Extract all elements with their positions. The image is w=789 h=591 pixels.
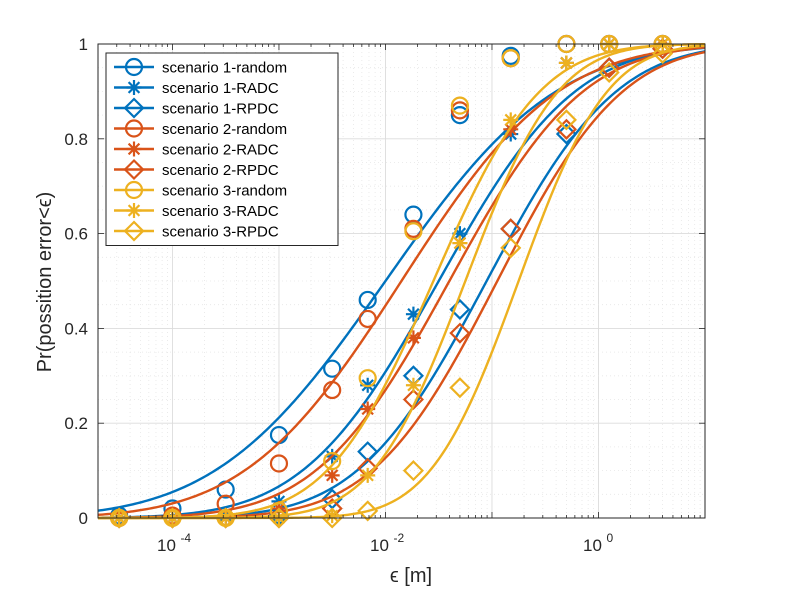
data-point-marker — [323, 380, 342, 400]
legend-label: scenario 2-RPDC — [162, 162, 279, 179]
data-point-marker — [405, 330, 421, 346]
legend-entry: scenario 1-RADC — [114, 80, 279, 97]
x-tick-label-exponent: -2 — [393, 531, 404, 545]
legend-label: scenario 3-RADC — [162, 203, 279, 220]
data-point-marker — [450, 101, 470, 120]
legend-label: scenario 1-random — [162, 60, 287, 77]
legend-entry: scenario 3-RPDC — [114, 220, 279, 242]
legend-marker — [126, 80, 142, 95]
data-point-marker — [500, 237, 522, 259]
data-point-marker — [449, 322, 471, 344]
data-point-marker — [449, 377, 471, 399]
legend-label: scenario 3-random — [162, 183, 287, 200]
data-point-marker — [405, 377, 421, 393]
x-axis-label: ϵ [m] — [390, 565, 432, 587]
data-point-marker — [358, 309, 377, 329]
data-point-marker — [450, 96, 470, 115]
data-point-marker — [323, 359, 342, 378]
legend-label: scenario 3-RPDC — [162, 224, 279, 241]
y-tick-label: 0.6 — [64, 225, 88, 244]
legend-entry: scenario 2-random — [114, 119, 287, 138]
data-point-marker — [358, 290, 377, 310]
legend-label: scenario 1-RADC — [162, 80, 279, 97]
legend-entry: scenario 3-RADC — [114, 203, 279, 220]
data-point-marker — [268, 507, 290, 529]
legend-marker — [123, 158, 145, 181]
legend-entry: scenario 2-RADC — [114, 141, 279, 159]
legend-entry: scenario 3-random — [114, 180, 287, 200]
legend-label: scenario 1-RPDC — [162, 101, 279, 118]
legend-marker — [126, 141, 142, 157]
data-point-marker — [357, 500, 379, 522]
axis-ticks — [97, 43, 706, 519]
data-point-marker — [449, 298, 471, 320]
legend-entry: scenario 1-random — [114, 57, 287, 77]
data-point-marker — [405, 306, 421, 322]
y-tick-label: 0 — [79, 509, 88, 528]
data-point-marker — [598, 57, 620, 79]
data-point-marker — [452, 235, 468, 251]
data-point-marker — [555, 109, 577, 131]
legend-marker — [124, 180, 144, 200]
x-tick-label-exponent: -4 — [180, 531, 191, 545]
legend-label: scenario 2-random — [162, 121, 287, 138]
data-point-marker — [501, 49, 520, 68]
data-point-marker — [402, 460, 424, 482]
plot-frame — [97, 43, 706, 519]
data-point-marker — [323, 452, 342, 471]
data-point-marker — [161, 507, 184, 529]
data-point-marker — [324, 467, 340, 483]
data-point-marker — [558, 55, 574, 71]
x-tick-label-exponent: 0 — [606, 531, 613, 545]
tick-labels: 0 0.2 0.4 0.6 0.8 1 10 -4 10 -2 10 0 — [64, 35, 613, 555]
data-point-marker — [598, 61, 620, 83]
data-point-marker — [360, 467, 376, 483]
y-tick-label: 1 — [79, 35, 88, 54]
x-tick-label: 10 — [370, 536, 389, 555]
y-axis-label: Pr(possition error<ϵ) — [34, 192, 56, 373]
data-point-marker — [358, 369, 377, 388]
legend-entry: scenario 1-RPDC — [114, 97, 279, 119]
data-point-marker — [215, 507, 237, 529]
legend-marker — [123, 97, 145, 119]
data-point-marker — [652, 42, 674, 65]
y-tick-label: 0.4 — [64, 319, 88, 338]
data-point-marker — [269, 454, 289, 473]
data-point-marker — [402, 388, 424, 411]
data-point-marker — [404, 222, 423, 241]
data-point-marker — [321, 507, 343, 529]
data-point-marker — [503, 112, 519, 128]
legend-entry: scenario 2-RPDC — [114, 158, 279, 181]
legend-label: scenario 2-RADC — [162, 142, 279, 159]
legend-marker — [124, 119, 144, 138]
data-point-marker — [452, 226, 468, 242]
data-point-marker — [360, 401, 376, 417]
x-tick-label: 10 — [583, 536, 602, 555]
y-tick-label: 0.8 — [64, 130, 88, 149]
data-point-marker — [450, 105, 470, 125]
legend: scenario 1-random scenario 1-RADC scenario… — [105, 52, 339, 246]
legend-marker — [124, 57, 144, 77]
legend-marker — [123, 220, 145, 242]
data-point-marker — [108, 507, 130, 529]
legend-marker — [126, 203, 142, 218]
x-tick-label: 10 — [157, 536, 176, 555]
data-point-marker — [555, 118, 577, 140]
y-tick-label: 0.2 — [64, 414, 88, 433]
